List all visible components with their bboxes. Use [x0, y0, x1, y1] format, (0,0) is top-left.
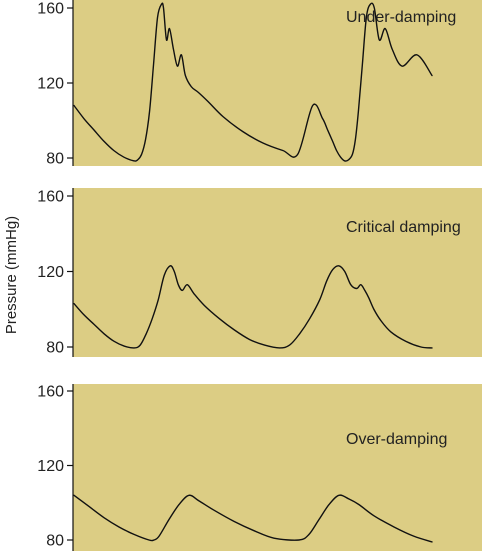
panel-critical-damping: 80 120 160 Critical damping: [37, 188, 482, 357]
over-damping-ytick-label-160: 160: [37, 384, 64, 401]
critical-damping-ytick-label-80: 80: [46, 340, 64, 357]
under-damping-panel-background: [73, 0, 482, 166]
panels: 80 120 160 Under-damping 80 120 160 Critical da…: [37, 0, 482, 551]
over-damping-ytick-label-120: 120: [37, 458, 64, 475]
critical-damping-label: Critical damping: [346, 219, 461, 236]
critical-damping-ytick-label-160: 160: [37, 189, 64, 206]
over-damping-label: Over-damping: [346, 431, 447, 448]
under-damping-ytick-label-80: 80: [46, 151, 64, 168]
critical-damping-panel-background: [73, 188, 482, 357]
over-damping-ytick-label-80: 80: [46, 533, 64, 550]
over-damping-panel-background: [73, 384, 482, 551]
under-damping-pressure-trace: [73, 2, 433, 162]
panel-over-damping: 80 120 160 Over-damping: [37, 384, 482, 551]
over-damping-pressure-trace: [73, 494, 433, 543]
panel-under-damping: 80 120 160 Under-damping: [37, 0, 482, 168]
critical-damping-pressure-trace: [73, 265, 433, 349]
under-damping-ytick-label-120: 120: [37, 76, 64, 93]
y-axis-label: Pressure (mmHg): [3, 216, 20, 334]
critical-damping-ytick-label-120: 120: [37, 264, 64, 281]
under-damping-label: Under-damping: [346, 9, 456, 26]
under-damping-ytick-label-160: 160: [37, 1, 64, 18]
